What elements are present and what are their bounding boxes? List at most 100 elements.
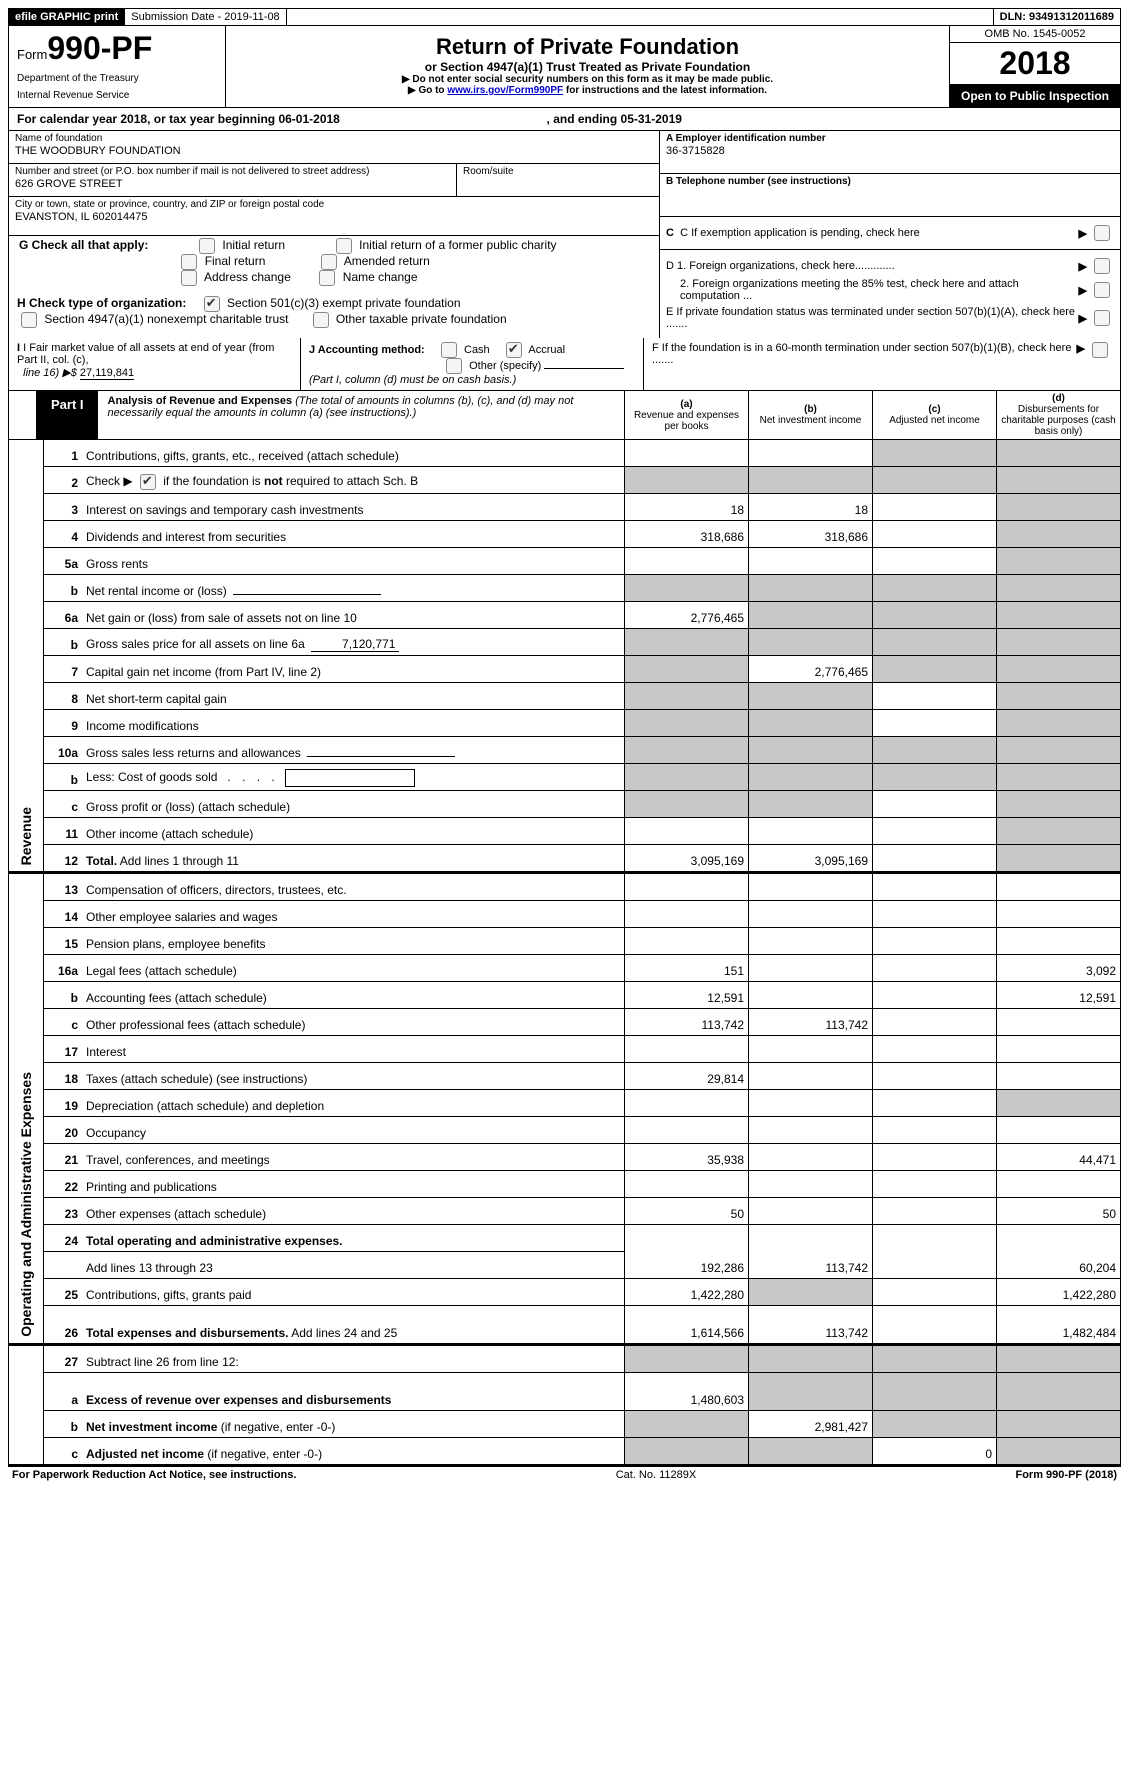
chk-c[interactable] <box>1094 225 1110 241</box>
data-cell: 50 <box>997 1198 1121 1225</box>
chk-final-return[interactable] <box>181 254 197 270</box>
city-value: EVANSTON, IL 602014475 <box>15 211 653 223</box>
data-cell: 1,482,484 <box>997 1306 1121 1344</box>
line-number: 22 <box>44 1171 83 1198</box>
ein-cell: A Employer identification number 36-3715… <box>660 131 1120 174</box>
table-row: 2Check ▶ if the foundation is not requir… <box>9 467 1121 494</box>
data-cell <box>873 656 997 683</box>
chk-d1[interactable] <box>1094 258 1110 274</box>
section-g: G Check all that apply: Initial return I… <box>9 236 659 292</box>
col-b-text: Net investment income <box>753 415 868 426</box>
row-description: Contributions, gifts, grants, etc., rece… <box>82 440 625 467</box>
col-d-text: Disbursements for charitable purposes (c… <box>1001 404 1116 437</box>
chk-initial-return[interactable] <box>199 238 215 254</box>
chk-other-method[interactable] <box>446 358 462 374</box>
data-cell <box>873 1373 997 1411</box>
data-cell <box>873 982 997 1009</box>
chk-cash[interactable] <box>441 342 457 358</box>
data-cell <box>873 629 997 656</box>
opt-initial-former: Initial return of a former public charit… <box>359 238 556 252</box>
d2-label: 2. Foreign organizations meeting the 85%… <box>666 278 1078 302</box>
line-number: 4 <box>44 521 83 548</box>
chk-501c3[interactable] <box>204 296 220 312</box>
form-id-block: Form990-PF Department of the Treasury In… <box>9 26 226 107</box>
opt-initial-return: Initial return <box>222 238 285 252</box>
data-cell: 12,591 <box>625 982 749 1009</box>
data-cell <box>997 629 1121 656</box>
table-row: bGross sales price for all assets on lin… <box>9 629 1121 656</box>
data-cell: 2,981,427 <box>749 1411 873 1438</box>
line-number: 3 <box>44 494 83 521</box>
chk-e[interactable] <box>1094 310 1110 326</box>
data-cell: 113,742 <box>749 1009 873 1036</box>
data-cell <box>873 1411 997 1438</box>
line-number: 2 <box>44 467 83 494</box>
line-number: 14 <box>44 901 83 928</box>
opt-other-method: Other (specify) <box>469 360 541 372</box>
g-label: G Check all that apply: <box>19 238 148 252</box>
data-cell <box>625 1171 749 1198</box>
data-cell <box>873 873 997 901</box>
data-cell <box>997 928 1121 955</box>
data-cell <box>749 737 873 764</box>
data-cell <box>997 1036 1121 1063</box>
chk-address-change[interactable] <box>181 270 197 286</box>
col-c-text: Adjusted net income <box>877 415 992 426</box>
data-cell <box>749 1144 873 1171</box>
data-cell <box>997 873 1121 901</box>
row-description: Taxes (attach schedule) (see instruction… <box>82 1063 625 1090</box>
row-description: Interest on savings and temporary cash i… <box>82 494 625 521</box>
chk-amended-return[interactable] <box>321 254 337 270</box>
footer-right: Form 990-PF (2018) <box>1015 1469 1117 1481</box>
row-description: Legal fees (attach schedule) <box>82 955 625 982</box>
table-row: bNet investment income (if negative, ent… <box>9 1411 1121 1438</box>
opt-other-taxable: Other taxable private foundation <box>336 312 507 326</box>
table-row: Add lines 13 through 23192,286113,74260,… <box>9 1252 1121 1279</box>
table-row: cOther professional fees (attach schedul… <box>9 1009 1121 1036</box>
data-cell <box>997 845 1121 872</box>
chk-accrual[interactable] <box>506 342 522 358</box>
data-cell <box>997 494 1121 521</box>
row-description: Other expenses (attach schedule) <box>82 1198 625 1225</box>
data-cell: 3,095,169 <box>625 845 749 872</box>
line-number: b <box>44 1411 83 1438</box>
chk-other-taxable[interactable] <box>313 312 329 328</box>
open-inspection: Open to Public Inspection <box>950 85 1120 107</box>
i-value: 27,119,841 <box>80 367 134 380</box>
chk-4947a1[interactable] <box>21 312 37 328</box>
data-cell <box>749 1117 873 1144</box>
chk-d2[interactable] <box>1094 282 1110 298</box>
chk-no-sch-b[interactable] <box>140 474 156 490</box>
table-row: Operating and Administrative Expenses13C… <box>9 873 1121 901</box>
data-cell <box>997 1171 1121 1198</box>
topbar-spacer <box>287 9 994 25</box>
line-number: b <box>44 982 83 1009</box>
chk-initial-former[interactable] <box>336 238 352 254</box>
data-cell <box>749 901 873 928</box>
table-row: 26Total expenses and disbursements. Add … <box>9 1306 1121 1344</box>
data-cell <box>873 575 997 602</box>
data-cell <box>625 873 749 901</box>
data-cell <box>873 1252 997 1279</box>
page-footer: For Paperwork Reduction Act Notice, see … <box>8 1465 1121 1483</box>
row-description: Printing and publications <box>82 1171 625 1198</box>
col-d-header: (d)Disbursements for charitable purposes… <box>997 391 1120 439</box>
cal-begin: 06-01-2018 <box>278 112 339 126</box>
entity-info-block: Name of foundation THE WOODBURY FOUNDATI… <box>8 131 1121 338</box>
line-number: 11 <box>44 818 83 845</box>
form-title: Return of Private Foundation <box>234 34 941 60</box>
data-cell <box>749 873 873 901</box>
line-number: 16a <box>44 955 83 982</box>
data-cell <box>625 818 749 845</box>
data-cell <box>873 467 997 494</box>
h-label: H Check type of organization: <box>17 296 186 310</box>
line-number: 27 <box>44 1345 83 1373</box>
part1-label: Part I <box>37 391 98 439</box>
data-cell <box>997 1009 1121 1036</box>
data-cell <box>997 818 1121 845</box>
irs-link[interactable]: www.irs.gov/Form990PF <box>447 85 563 96</box>
table-row: 27Subtract line 26 from line 12: <box>9 1345 1121 1373</box>
chk-name-change[interactable] <box>319 270 335 286</box>
chk-f[interactable] <box>1092 342 1108 358</box>
row-description: Gross sales less returns and allowances <box>82 737 625 764</box>
